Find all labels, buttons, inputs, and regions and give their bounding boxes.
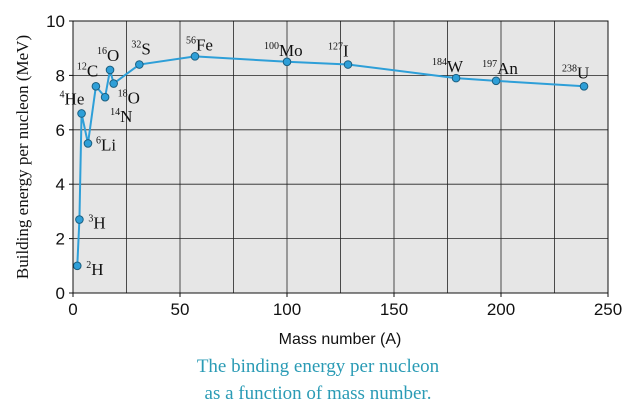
element-symbol: U (577, 63, 589, 82)
element-symbol: O (107, 46, 119, 65)
element-symbol: S (141, 40, 150, 59)
mass-number: 4 (60, 89, 65, 100)
point-label: 3H (88, 214, 105, 233)
element-symbol: H (91, 260, 103, 279)
point-label: 100Mo (264, 41, 303, 60)
mass-number: 18 (118, 89, 128, 100)
data-point (491, 76, 501, 86)
data-point (77, 109, 86, 118)
x-tick-label: 250 (594, 300, 622, 319)
y-tick-label: 10 (46, 12, 65, 31)
data-point (105, 65, 115, 75)
y-tick-label: 2 (56, 230, 65, 249)
data-point (100, 92, 110, 102)
element-symbol: N (120, 107, 132, 126)
mass-number: 6 (96, 135, 101, 146)
x-tick-label: 150 (380, 300, 408, 319)
element-symbol: He (65, 89, 85, 108)
point-label: 197An (482, 59, 518, 78)
mass-number: 14 (110, 107, 120, 118)
point-label: 14N (110, 107, 132, 126)
element-symbol: C (87, 61, 98, 80)
element-symbol: W (447, 57, 464, 76)
y-tick-label: 4 (56, 175, 65, 194)
mass-number: 197 (482, 59, 497, 70)
x-tick-label: 100 (273, 300, 301, 319)
data-point (109, 79, 118, 88)
caption-line: as a function of mass number. (205, 383, 432, 404)
point-label: 4He (60, 89, 85, 108)
element-symbol: Fe (196, 35, 213, 54)
mass-number: 16 (97, 46, 107, 57)
point-label: 12C (77, 61, 98, 80)
element-symbol: Mo (279, 41, 303, 60)
mass-number: 100 (264, 41, 279, 52)
point-label: 16O (97, 46, 119, 65)
point-label: 56Fe (186, 35, 213, 54)
point-label: 32S (131, 40, 150, 59)
data-point (451, 73, 461, 83)
mass-number: 32 (131, 40, 141, 51)
y-tick-label: 6 (56, 121, 65, 140)
y-tick-label: 8 (56, 66, 65, 85)
element-symbol: H (93, 214, 105, 233)
data-point (75, 215, 84, 224)
point-label: 184W (432, 57, 464, 76)
mass-number: 238 (562, 63, 577, 74)
caption-line: The binding energy per nucleon (197, 356, 440, 377)
point-label: 18O (118, 89, 140, 108)
data-point (579, 81, 589, 91)
data-point (72, 261, 82, 271)
mass-number: 3 (88, 214, 93, 225)
x-tick-label: 200 (487, 300, 515, 319)
mass-number: 184 (432, 57, 447, 68)
plot-frame (72, 20, 609, 294)
y-axis-label: Building energy per nucleon (MeV) (13, 35, 32, 279)
data-point (83, 139, 93, 148)
mass-number: 12 (77, 61, 87, 72)
point-label: 238U (562, 63, 589, 82)
mass-number: 127 (328, 42, 343, 53)
data-point (190, 52, 200, 61)
y-tick-label: 0 (56, 284, 65, 303)
data-point (91, 81, 101, 91)
x-axis-label: Mass number (A) (279, 331, 402, 348)
point-label: 127I (328, 42, 349, 61)
point-label: 2H (86, 260, 103, 279)
element-symbol: Li (101, 135, 116, 154)
data-point (343, 60, 353, 69)
mass-number: 2 (86, 260, 91, 271)
element-symbol: O (128, 89, 140, 108)
point-label: 6Li (96, 135, 116, 154)
x-tick-label: 50 (171, 300, 190, 319)
x-tick-label: 0 (68, 300, 77, 319)
element-symbol: An (497, 59, 518, 78)
data-point (282, 57, 292, 67)
mass-number: 56 (186, 35, 196, 46)
data-point (135, 60, 144, 69)
element-symbol: I (343, 42, 349, 61)
